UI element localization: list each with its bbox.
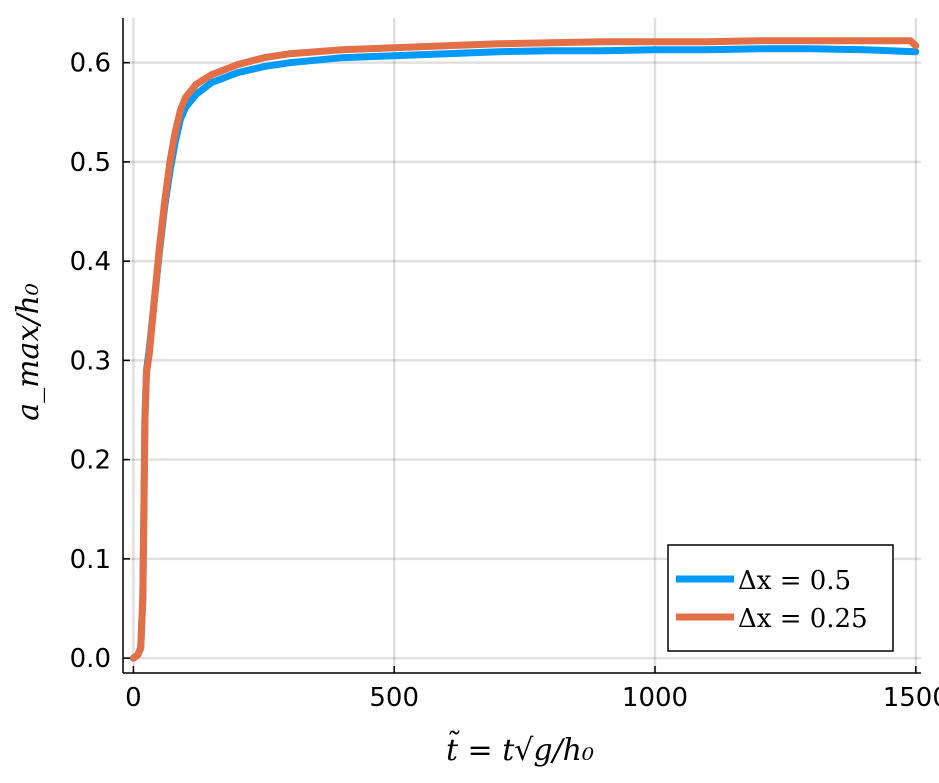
y-axis-label: a_max/h₀ bbox=[11, 283, 46, 421]
y-tick-label: 0.3 bbox=[70, 346, 111, 376]
x-tick-label: 0 bbox=[125, 683, 142, 713]
x-axis-label: t̃ = t√g/h₀ bbox=[446, 730, 594, 768]
y-tick-label: 0.2 bbox=[70, 446, 111, 476]
x-tick-label: 1000 bbox=[622, 683, 688, 713]
legend-label-dx-0-5: Δx = 0.5 bbox=[738, 566, 851, 596]
legend: Δx = 0.5 Δx = 0.25 bbox=[667, 544, 894, 652]
legend-box bbox=[667, 544, 894, 652]
series-group bbox=[129, 37, 920, 662]
x-tick-label: 500 bbox=[369, 683, 419, 713]
y-tick-label: 0.4 bbox=[70, 247, 111, 277]
y-tick-label: 0.1 bbox=[70, 545, 111, 575]
axes bbox=[122, 18, 921, 674]
series-line-dx-0-25 bbox=[129, 37, 920, 662]
y-tick-label: 0.6 bbox=[70, 49, 111, 79]
legend-label-dx-0-25: Δx = 0.25 bbox=[738, 604, 868, 634]
y-tick-label: 0.5 bbox=[70, 148, 111, 178]
y-tick-label: 0.0 bbox=[70, 644, 111, 674]
